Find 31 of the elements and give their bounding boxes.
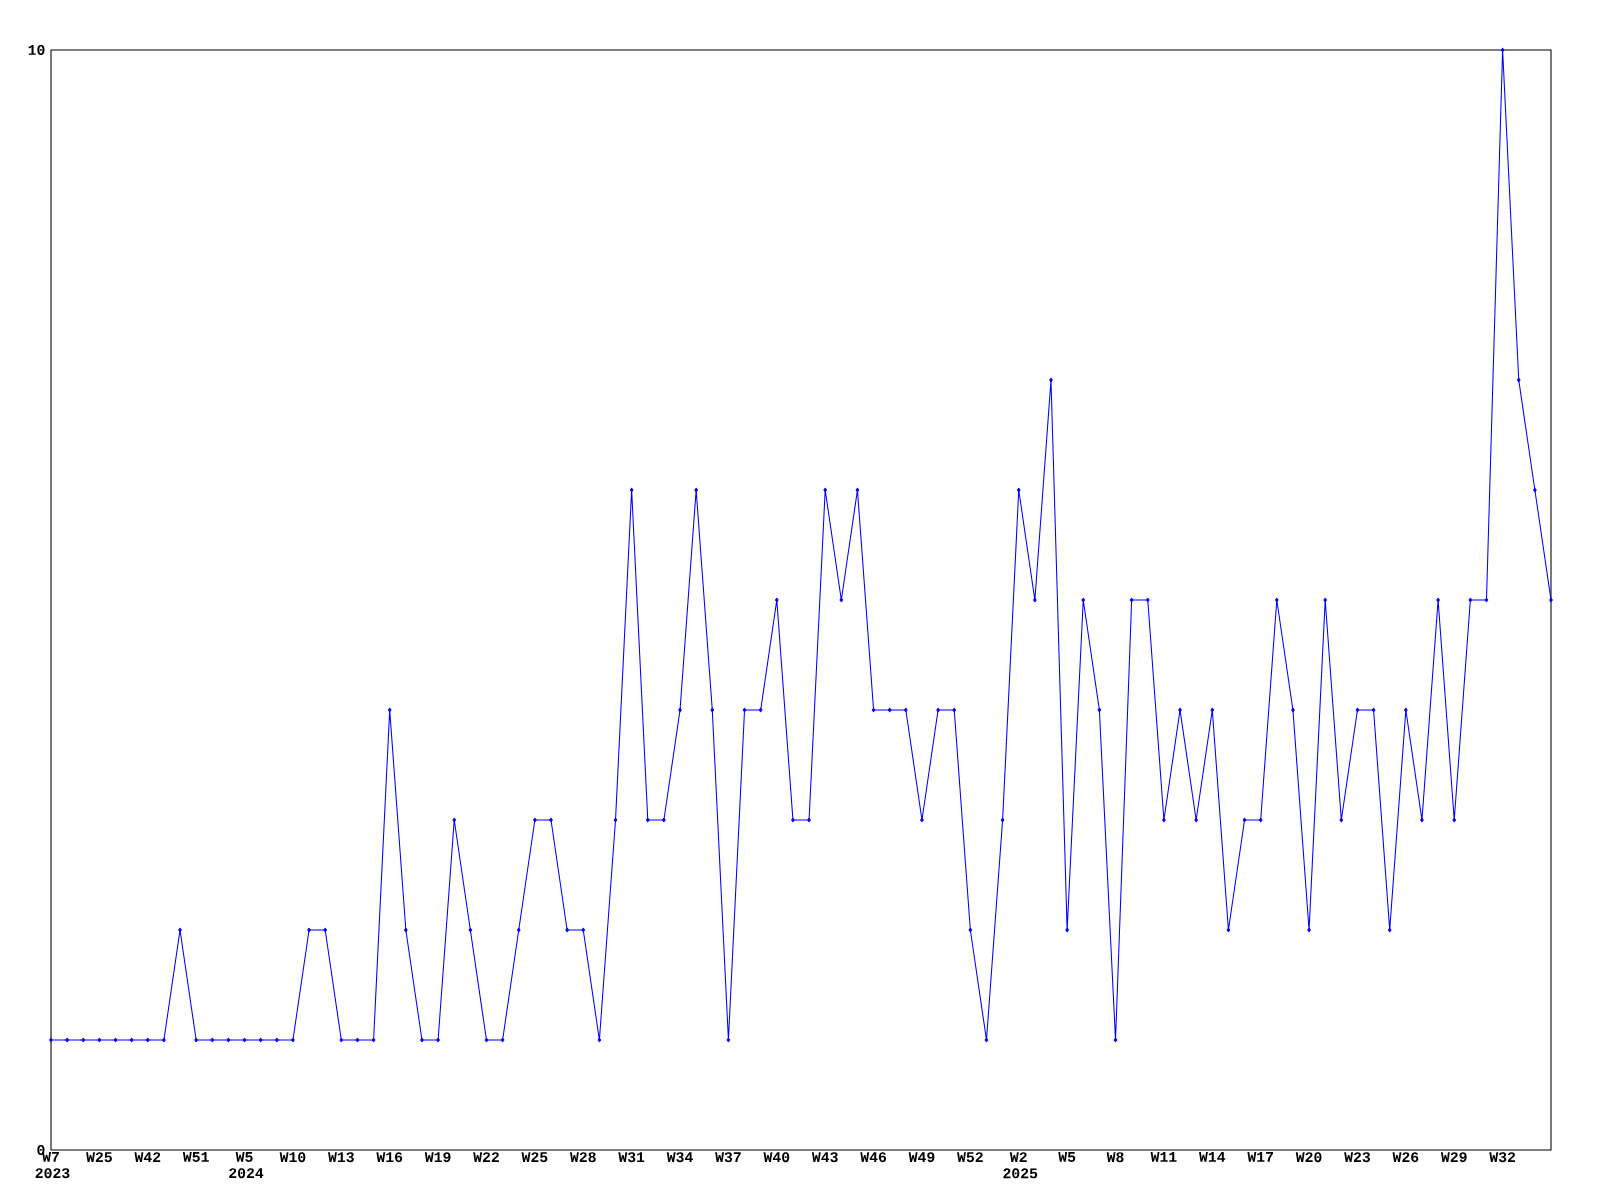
x-tick-label: W52 — [957, 1152, 983, 1163]
x-tick-label: W32 — [1489, 1152, 1516, 1163]
x-tick-label: W11 — [1150, 1152, 1177, 1162]
x-tick-label: W26 — [1392, 1152, 1419, 1163]
x-tick-label: W5 — [1058, 1152, 1076, 1163]
x-tick-label: W13 — [328, 1152, 354, 1163]
x-tick-label: W2 2025 — [1003, 1152, 1038, 1179]
x-tick-label: W49 — [908, 1152, 935, 1163]
x-tick-label: W28 — [569, 1152, 596, 1163]
x-tick-label: W8 — [1106, 1152, 1124, 1163]
x-tick-label: W22 — [473, 1152, 499, 1162]
x-tick-label: W29 — [1440, 1152, 1467, 1163]
x-tick-label: W23 — [1344, 1152, 1370, 1163]
x-tick-label: W5 2024 — [229, 1152, 264, 1179]
x-tick-label: W46 — [860, 1152, 887, 1163]
x-tick-label: W31 — [618, 1152, 645, 1163]
x-tick-label: W20 — [1295, 1152, 1322, 1163]
x-tick-label: W19 — [424, 1152, 451, 1163]
x-tick-label: W42 — [134, 1152, 161, 1162]
x-tick-label: W51 — [182, 1152, 209, 1163]
y-tick-label: 10 — [28, 45, 45, 56]
x-tick-label: W34 — [666, 1152, 693, 1163]
x-tick-label: W37 — [715, 1152, 741, 1163]
x-tick-label: W14 — [1199, 1152, 1226, 1162]
x-tick-label: W17 — [1247, 1152, 1273, 1162]
x-tick-label: W43 — [811, 1152, 838, 1163]
x-tick-label: W40 — [763, 1152, 790, 1163]
x-tick-label: W25 — [86, 1152, 112, 1163]
x-tick-label: W16 — [376, 1152, 403, 1163]
x-tick-label: W10 — [279, 1152, 306, 1163]
x-tick-label: W25 — [521, 1152, 548, 1163]
